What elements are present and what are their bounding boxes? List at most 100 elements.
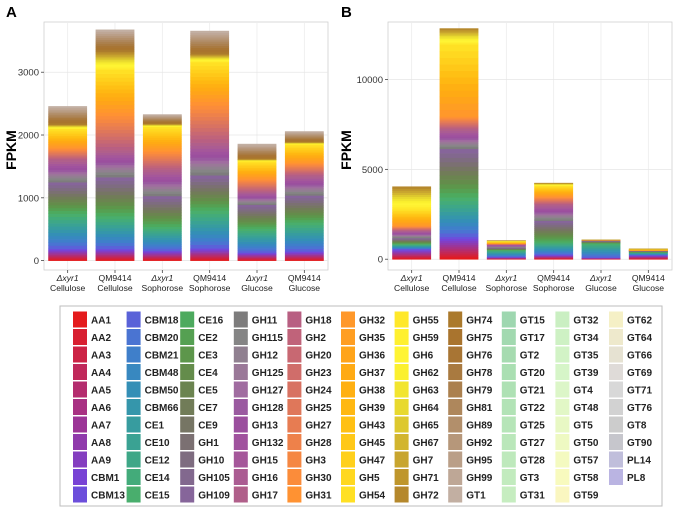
legend-swatch	[341, 364, 355, 380]
legend-item-gh78: GH78	[448, 364, 493, 380]
bar-segment-gh11	[48, 180, 88, 183]
legend-item-gh67: GH67	[394, 434, 439, 450]
legend-swatch	[609, 364, 623, 380]
bar-segment-gh30	[48, 148, 88, 151]
bar-segment-gh89	[237, 149, 277, 152]
bar-segment-gh78	[190, 45, 230, 49]
legend-swatch	[394, 434, 409, 450]
bar-segment-gh3	[48, 149, 88, 152]
bar-segment-gh37	[439, 90, 479, 98]
bar-segment-gh79	[95, 41, 135, 44]
bar-segment-gh72	[392, 186, 432, 189]
bar-segment-gh71	[48, 124, 88, 126]
bar-segment-gh128	[392, 233, 432, 235]
bar-segment-gh10	[439, 157, 479, 163]
legend-label: GH92	[466, 438, 493, 449]
legend-item-gh5: GH5	[341, 469, 380, 485]
legend-swatch	[609, 469, 623, 485]
legend-swatch	[609, 399, 623, 415]
legend-item-gt27: GT27	[501, 434, 545, 450]
legend-label: GT66	[627, 351, 652, 362]
bar-segment-ce14	[284, 224, 324, 228]
bar-segment-gh89	[48, 112, 88, 115]
xtick-sublabel: Sophorose	[486, 283, 528, 293]
panel-a-bars	[48, 29, 324, 261]
bar-segment-ce16	[142, 223, 182, 228]
bar-segment-gh12	[439, 143, 479, 146]
bar-segment-gh25	[190, 120, 230, 125]
legend-item-cbm50: CBM50	[126, 381, 179, 398]
legend-swatch	[180, 486, 195, 503]
bar-segment-gh105	[95, 180, 135, 185]
bar-segment-aa8	[284, 253, 324, 255]
legend-swatch	[73, 381, 87, 398]
bar-segment-gh35	[190, 94, 230, 99]
bar-segment-gh16	[190, 145, 230, 149]
bar-segment-ce10	[392, 245, 432, 247]
bar-segment-gh72	[190, 54, 230, 56]
xtick-label: Δxyr1	[150, 273, 173, 283]
bar-segment-ce10	[486, 251, 526, 253]
legend-swatch	[126, 451, 141, 468]
legend-swatch	[233, 399, 248, 415]
bar-segment-gh11	[284, 193, 324, 196]
bar-segment-gh16	[237, 192, 277, 195]
bar-segment-aa8	[48, 251, 88, 254]
legend-swatch	[501, 364, 516, 380]
legend-swatch	[609, 329, 623, 345]
xtick-label: Δxyr1	[589, 273, 612, 283]
xtick-sublabel: Cellulose	[97, 283, 133, 293]
legend-item-gh7: GH7	[394, 451, 434, 468]
legend-swatch	[341, 399, 355, 415]
bar-segment-cbm13	[237, 252, 277, 254]
legend-swatch	[609, 311, 623, 328]
bar-segment-gh3	[95, 119, 135, 124]
bar-segment-aa8	[439, 242, 479, 246]
bar-segment-gh76	[95, 45, 135, 48]
legend-item-gh2: GH2	[287, 329, 326, 345]
legend-swatch	[180, 399, 195, 415]
bar-segment-gh38	[284, 154, 324, 157]
bar-segment-gh55	[190, 61, 230, 63]
bar-segment-ce15	[95, 216, 135, 220]
bar-segment-cbm21	[392, 247, 432, 249]
legend-item-gh125: GH125	[233, 364, 284, 380]
bar-segment-cbm20	[284, 245, 324, 249]
bar-segment-ce1	[237, 237, 277, 240]
bar-segment-aa1	[284, 259, 324, 261]
bar-segment-gh27	[534, 199, 574, 201]
bar-segment-gh39	[439, 77, 479, 85]
legend-item-gt22: GT22	[501, 399, 545, 415]
bar-segment-cbm66	[534, 247, 574, 250]
bar-segment-gh23	[95, 136, 135, 141]
bar-segment-ce3	[439, 183, 479, 189]
bar-segment-aa7	[534, 256, 574, 258]
legend-item-ce3: CE3	[180, 346, 218, 363]
bar-segment-cbm21	[534, 251, 574, 253]
bar-segment-gh15	[284, 178, 324, 182]
bar-segment-cbm48	[486, 254, 526, 256]
bar-segment-gh13	[392, 233, 432, 235]
bar-segment-ce12	[284, 227, 324, 231]
bar-segment-gh92	[48, 111, 88, 114]
bar-segment-gh74	[284, 140, 324, 143]
legend-swatch	[73, 416, 87, 433]
bar-segment-ce5	[237, 217, 277, 221]
legend-swatch	[394, 416, 409, 433]
legend-label: CBM13	[91, 491, 125, 502]
legend-swatch	[126, 416, 141, 433]
bar-segment-gh31	[439, 116, 479, 118]
bar-segment-gh75	[95, 47, 135, 50]
legend-label: GT48	[573, 403, 598, 414]
bar-segment-gh115	[392, 236, 432, 238]
legend-label: GH72	[413, 491, 440, 502]
legend-swatch	[555, 346, 570, 363]
ytick-label: 5000	[362, 165, 383, 176]
bar-segment-gh89	[142, 117, 182, 119]
bar-segment-cbm18	[237, 250, 277, 253]
bar-segment-gh24	[534, 200, 574, 202]
bar-segment-aa3	[284, 258, 324, 260]
bar-segment-gh16	[48, 161, 88, 164]
legend-item-gt58: GT58	[555, 469, 599, 485]
legend-item-gh95: GH95	[448, 451, 493, 468]
